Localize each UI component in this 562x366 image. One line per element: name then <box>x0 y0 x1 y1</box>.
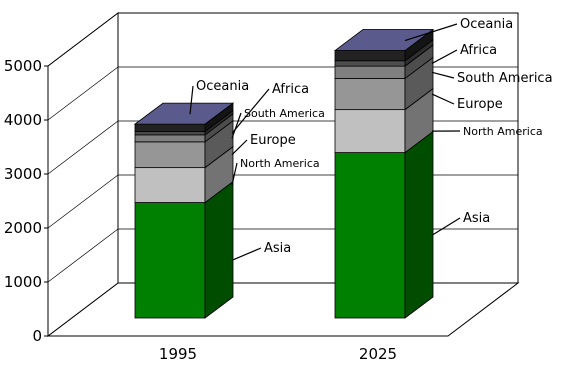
leader-line-europe-1995 <box>231 139 248 156</box>
side-wall <box>47 11 119 338</box>
leader-line-oceania-1995 <box>189 85 194 115</box>
bar-front <box>134 167 206 203</box>
bars <box>133 28 435 319</box>
gridline-side <box>47 228 119 283</box>
chart-walls <box>44 11 520 338</box>
series-label-europe-1995: Europe <box>250 133 296 148</box>
series-label-europe-2025: Europe <box>457 97 503 112</box>
y-tick-label: 5000 <box>4 57 42 75</box>
bar-front <box>334 78 406 111</box>
x-category-label-2025: 2025 <box>359 345 397 363</box>
series-labels: Asia North America Europe South America Afri… <box>196 17 553 256</box>
bar-top-1995 <box>133 102 235 125</box>
leader-line-europe-2025 <box>431 93 455 105</box>
leader-lines <box>189 23 461 261</box>
series-label-asia-2025: Asia <box>463 211 490 226</box>
leader-line-asia-2025 <box>431 217 461 236</box>
bar-segment-europe-2025 <box>334 56 434 111</box>
series-label-africa-1995: Africa <box>272 82 309 97</box>
bar-front <box>134 141 206 169</box>
bar-top-2025 <box>333 29 435 51</box>
bar-front <box>334 60 406 67</box>
series-label-oceania-1995: Oceania <box>196 79 249 94</box>
gridline-side <box>47 12 119 67</box>
y-tick-label: 2000 <box>4 219 42 237</box>
series-label-oceania-2025: Oceania <box>460 17 513 32</box>
series-label-north-america-2025: North America <box>463 125 543 138</box>
y-tick-label: 0 <box>32 327 42 345</box>
bar-front <box>134 131 206 136</box>
x-category-label-1995: 1995 <box>159 345 197 363</box>
series-label-south-america-2025: South America <box>457 71 553 86</box>
y-tick-label: 1000 <box>4 273 42 291</box>
leader-line-oceania-2025 <box>404 23 458 42</box>
y-axis-tick-labels: 0 1000 2000 3000 4000 5000 <box>4 57 42 345</box>
series-label-asia-1995: Asia <box>264 241 291 256</box>
leader-line-south-america-1995 <box>231 112 242 139</box>
bar-side <box>404 130 434 319</box>
gridline-side <box>47 120 119 175</box>
x-axis-category-labels: 1995 2025 <box>159 345 397 363</box>
y-tick-label: 3000 <box>4 165 42 183</box>
leader-line-africa-1995 <box>231 88 270 134</box>
bar-segment-asia-1995 <box>134 180 234 319</box>
bar-side <box>204 180 234 319</box>
leader-line-south-america-2025 <box>431 71 455 79</box>
bar-segment-north-america-1995 <box>134 145 234 204</box>
series-label-south-america-1995: South America <box>244 107 325 120</box>
y-tick-label: 4000 <box>4 111 42 129</box>
leader-line-asia-1995 <box>231 247 262 261</box>
bar-segment-north-america-2025 <box>334 87 434 154</box>
bar-front <box>134 123 206 133</box>
bar-front <box>334 65 406 79</box>
series-label-africa-2025: Africa <box>460 43 497 58</box>
gridline-side <box>47 66 119 121</box>
floor <box>46 282 520 337</box>
bar-front <box>134 202 206 319</box>
leader-line-north-america-1995 <box>231 162 238 186</box>
bar-front <box>134 134 206 143</box>
gridline-side <box>47 174 119 229</box>
series-label-north-america-1995: North America <box>240 157 320 170</box>
leader-line-africa-2025 <box>431 49 458 64</box>
bar-front <box>334 152 406 319</box>
bar-front <box>334 50 406 62</box>
bar-front <box>334 109 406 153</box>
bar-segment-asia-2025 <box>334 130 434 319</box>
